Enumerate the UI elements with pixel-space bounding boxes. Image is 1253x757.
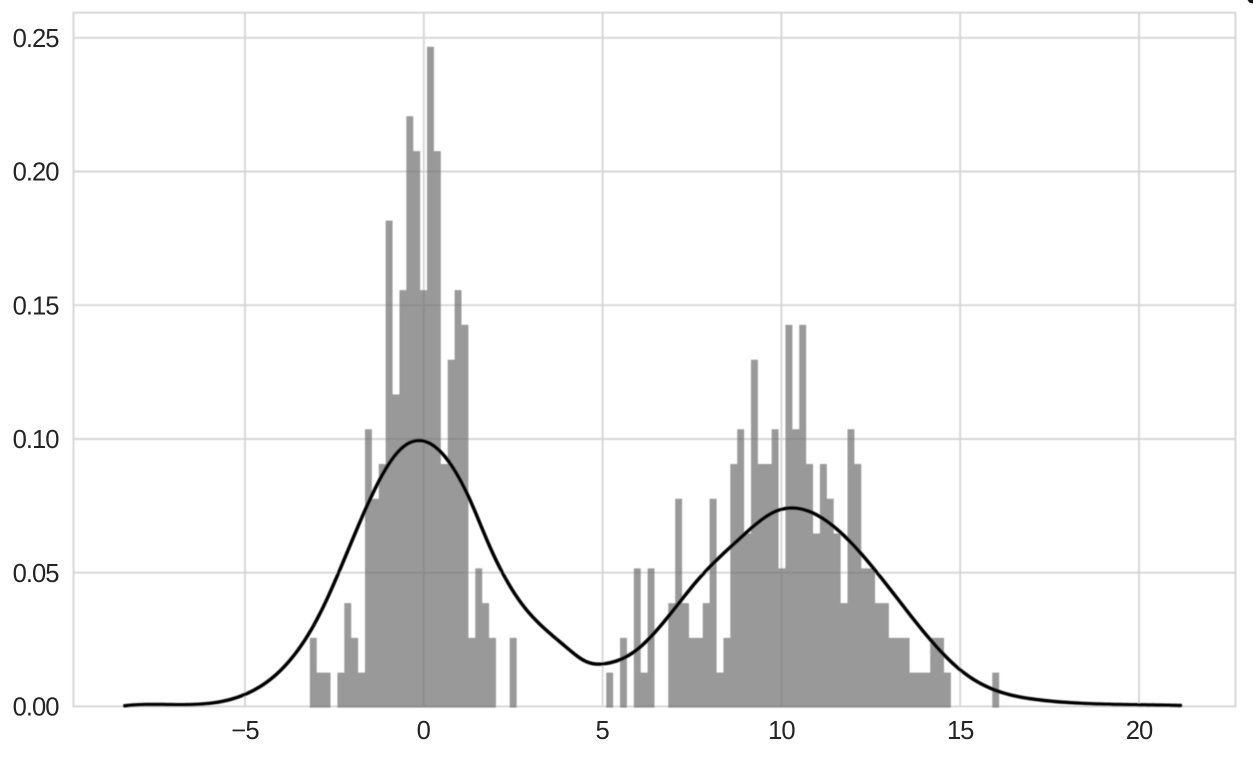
svg-text:−5: −5 [231, 717, 259, 745]
svg-text:0.15: 0.15 [13, 292, 60, 320]
svg-text:5: 5 [595, 717, 609, 745]
svg-text:0.05: 0.05 [13, 560, 60, 588]
svg-text:20: 20 [1126, 717, 1153, 745]
svg-text:10: 10 [768, 717, 795, 745]
svg-text:0.00: 0.00 [13, 694, 60, 722]
svg-text:0.20: 0.20 [13, 159, 60, 187]
svg-text:0.10: 0.10 [13, 426, 60, 454]
svg-text:15: 15 [947, 717, 974, 745]
svg-text:0.25: 0.25 [13, 25, 60, 53]
svg-text:0: 0 [417, 717, 431, 745]
